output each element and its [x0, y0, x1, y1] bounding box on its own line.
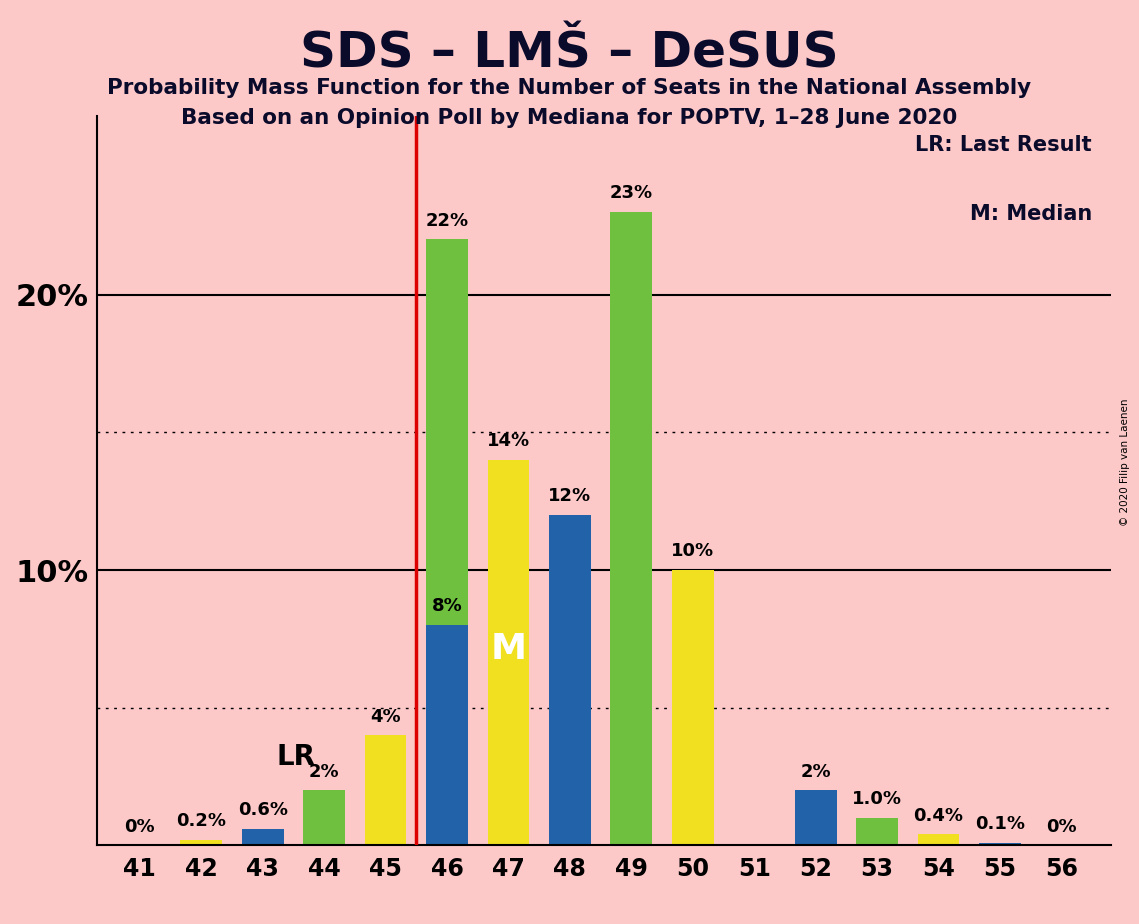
- Text: SDS – LMŠ – DeSUS: SDS – LMŠ – DeSUS: [301, 30, 838, 78]
- Text: 0%: 0%: [1046, 818, 1076, 836]
- Text: © 2020 Filip van Laenen: © 2020 Filip van Laenen: [1121, 398, 1130, 526]
- Bar: [426, 239, 468, 845]
- Bar: [611, 212, 653, 845]
- Bar: [364, 736, 407, 845]
- Text: LR: Last Result: LR: Last Result: [916, 135, 1092, 155]
- Text: 2%: 2%: [309, 762, 339, 781]
- Text: 0.1%: 0.1%: [975, 815, 1025, 833]
- Bar: [241, 829, 284, 845]
- Bar: [180, 840, 222, 845]
- Text: 4%: 4%: [370, 708, 401, 725]
- Bar: [795, 790, 836, 845]
- Bar: [857, 818, 898, 845]
- Text: 12%: 12%: [548, 487, 591, 505]
- Text: 2%: 2%: [801, 762, 831, 781]
- Text: 0.6%: 0.6%: [238, 801, 288, 820]
- Text: 1.0%: 1.0%: [852, 790, 902, 808]
- Text: M: Median: M: Median: [969, 203, 1092, 224]
- Text: 14%: 14%: [486, 432, 530, 450]
- Text: 0.4%: 0.4%: [913, 807, 964, 825]
- Text: 23%: 23%: [609, 184, 653, 202]
- Bar: [487, 460, 530, 845]
- Text: LR: LR: [277, 743, 316, 772]
- Text: 0.2%: 0.2%: [177, 812, 227, 831]
- Text: M: M: [491, 632, 526, 666]
- Text: 22%: 22%: [426, 212, 468, 230]
- Bar: [672, 570, 714, 845]
- Text: 0%: 0%: [124, 818, 155, 836]
- Text: Based on an Opinion Poll by Mediana for POPTV, 1–28 June 2020: Based on an Opinion Poll by Mediana for …: [181, 108, 958, 128]
- Text: 10%: 10%: [671, 542, 714, 560]
- Bar: [918, 834, 959, 845]
- Bar: [549, 515, 591, 845]
- Text: Probability Mass Function for the Number of Seats in the National Assembly: Probability Mass Function for the Number…: [107, 78, 1032, 98]
- Bar: [980, 843, 1021, 845]
- Bar: [426, 626, 468, 845]
- Bar: [303, 790, 345, 845]
- Text: 8%: 8%: [432, 598, 462, 615]
